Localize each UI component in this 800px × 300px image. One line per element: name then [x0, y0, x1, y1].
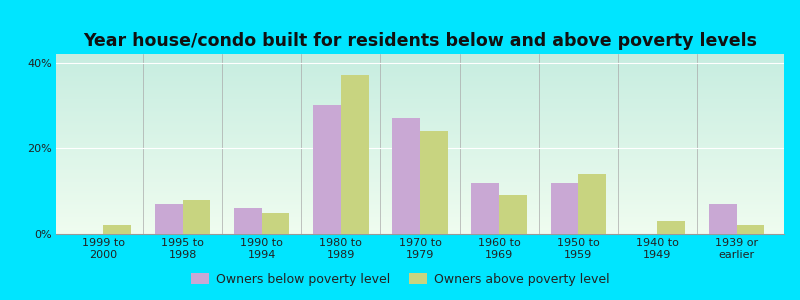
Title: Year house/condo built for residents below and above poverty levels: Year house/condo built for residents bel… — [83, 32, 757, 50]
Bar — [103, 225, 131, 234]
Bar — [471, 183, 499, 234]
Legend: Owners below poverty level, Owners above poverty level: Owners below poverty level, Owners above… — [186, 268, 614, 291]
Bar — [550, 183, 578, 234]
Bar — [737, 225, 764, 234]
Bar — [313, 105, 341, 234]
Bar — [182, 200, 210, 234]
Bar — [578, 174, 606, 234]
Bar — [262, 213, 290, 234]
Bar — [420, 131, 448, 234]
Bar — [392, 118, 420, 234]
Bar — [341, 75, 369, 234]
Bar — [155, 204, 182, 234]
Bar — [658, 221, 685, 234]
Bar — [709, 204, 737, 234]
Bar — [499, 195, 527, 234]
Bar — [234, 208, 262, 234]
